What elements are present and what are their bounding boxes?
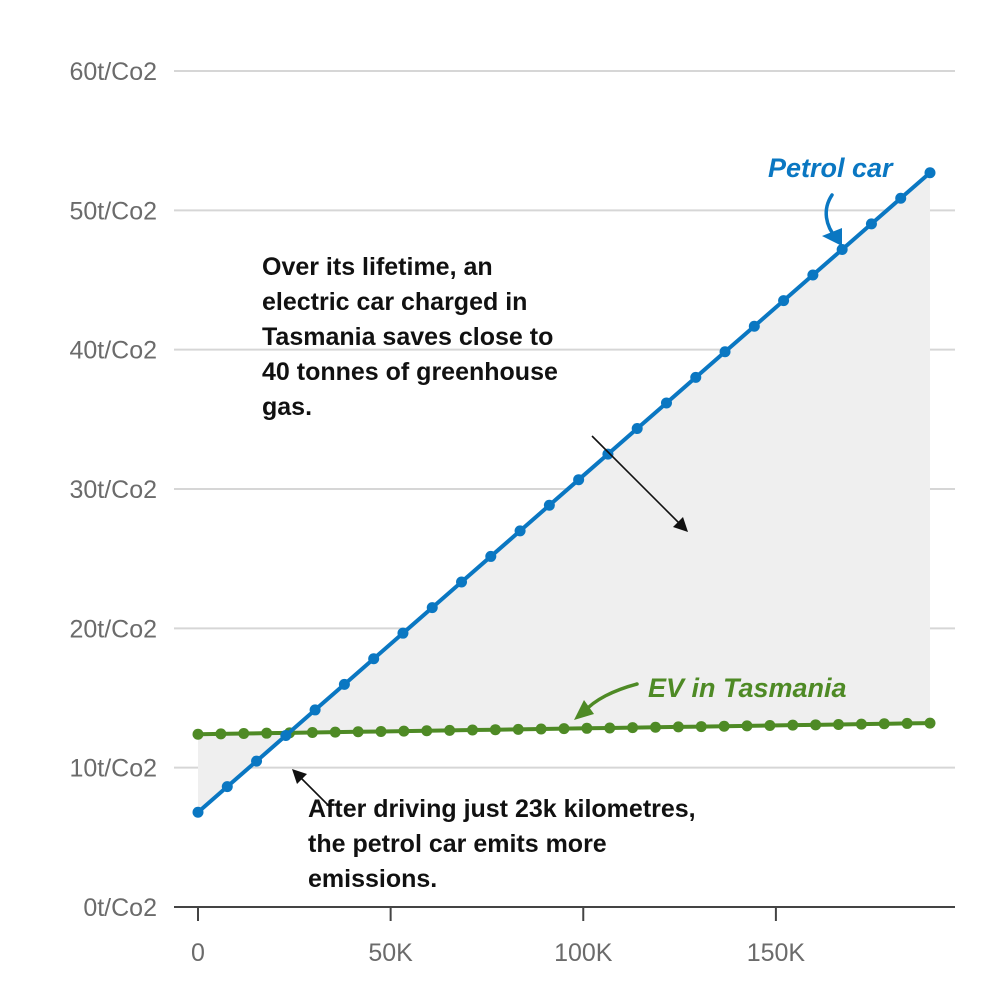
petrol-label-arrowhead bbox=[822, 228, 842, 246]
data-point bbox=[895, 192, 907, 204]
data-point bbox=[280, 730, 292, 742]
data-point bbox=[543, 499, 555, 511]
data-point bbox=[581, 722, 593, 734]
data-point bbox=[672, 721, 684, 733]
data-point bbox=[514, 525, 526, 537]
data-point bbox=[807, 269, 819, 281]
x-tick-label: 150K bbox=[747, 939, 806, 967]
data-point bbox=[764, 720, 776, 732]
data-point bbox=[660, 397, 672, 409]
data-point bbox=[833, 718, 844, 730]
annotation-crossover: After driving just 23k kilometres, the pe… bbox=[308, 795, 696, 893]
annotation-crossover-arrowhead bbox=[292, 769, 307, 784]
data-point bbox=[261, 727, 273, 739]
data-point bbox=[251, 755, 263, 767]
annotation-savings: Over its lifetime, an electric car charge… bbox=[262, 253, 558, 421]
data-point bbox=[485, 550, 497, 562]
y-tick-label: 0t/Co2 bbox=[83, 894, 157, 922]
series bbox=[192, 167, 936, 818]
data-point bbox=[444, 724, 456, 736]
annotation-savings-arrowhead bbox=[673, 517, 688, 532]
data-point bbox=[924, 717, 936, 729]
x-tick-label: 50K bbox=[368, 939, 413, 967]
data-point bbox=[650, 721, 661, 733]
data-point bbox=[855, 718, 867, 730]
x-tick-label: 100K bbox=[554, 939, 613, 967]
data-point bbox=[719, 346, 731, 358]
data-point bbox=[573, 474, 585, 486]
y-tick-label: 50t/Co2 bbox=[69, 197, 157, 225]
y-tick-label: 10t/Co2 bbox=[69, 755, 157, 783]
data-point bbox=[836, 243, 848, 255]
data-point bbox=[456, 576, 468, 588]
data-point bbox=[397, 627, 409, 639]
y-axis: 0t/Co2 10t/Co2 20t/Co2 30t/Co2 40t/Co2 50t/Co… bbox=[69, 58, 157, 922]
x-axis: 0 50K 100K 150K bbox=[174, 906, 955, 967]
data-point bbox=[467, 724, 478, 736]
data-point bbox=[741, 720, 753, 732]
data-point bbox=[602, 448, 614, 460]
data-point bbox=[421, 725, 433, 737]
grid-lines bbox=[174, 70, 955, 769]
data-point bbox=[512, 723, 524, 735]
data-point bbox=[558, 723, 570, 735]
ev-label-arrowhead bbox=[574, 700, 594, 720]
data-point bbox=[627, 722, 639, 734]
data-point bbox=[306, 726, 318, 738]
data-point bbox=[352, 726, 364, 738]
data-point bbox=[368, 653, 380, 665]
data-point bbox=[338, 678, 350, 690]
series-label-petrol-car: Petrol car bbox=[768, 153, 894, 183]
data-point bbox=[221, 781, 233, 793]
data-point bbox=[535, 723, 547, 735]
series-label-ev-tasmania: EV in Tasmania bbox=[648, 673, 847, 703]
data-point bbox=[238, 728, 250, 740]
data-point bbox=[329, 726, 341, 738]
data-point bbox=[426, 602, 438, 614]
data-point bbox=[901, 717, 913, 729]
series-ev-tasmania bbox=[192, 717, 936, 740]
series-petrol-car bbox=[192, 167, 936, 818]
data-point bbox=[192, 806, 204, 818]
data-point bbox=[787, 719, 799, 731]
data-point bbox=[398, 725, 410, 737]
data-point bbox=[878, 718, 890, 730]
data-point bbox=[215, 728, 227, 740]
data-point bbox=[690, 371, 702, 383]
y-tick-label: 20t/Co2 bbox=[69, 615, 157, 643]
data-point bbox=[924, 167, 936, 179]
data-point bbox=[748, 320, 760, 332]
data-point bbox=[604, 722, 616, 734]
data-point bbox=[192, 728, 204, 740]
data-point bbox=[810, 719, 822, 731]
data-point bbox=[718, 720, 730, 732]
data-point bbox=[778, 295, 790, 307]
series-line bbox=[196, 171, 932, 814]
data-point bbox=[375, 725, 387, 737]
x-tick-label: 0 bbox=[191, 939, 205, 967]
data-point bbox=[695, 721, 707, 733]
data-point bbox=[489, 724, 501, 736]
annotation-savings-arrow bbox=[591, 435, 685, 529]
y-tick-label: 30t/Co2 bbox=[69, 476, 157, 504]
data-point bbox=[865, 218, 877, 230]
y-tick-label: 60t/Co2 bbox=[69, 58, 157, 86]
data-point bbox=[309, 704, 321, 716]
y-tick-label: 40t/Co2 bbox=[69, 337, 157, 365]
data-point bbox=[631, 423, 643, 435]
